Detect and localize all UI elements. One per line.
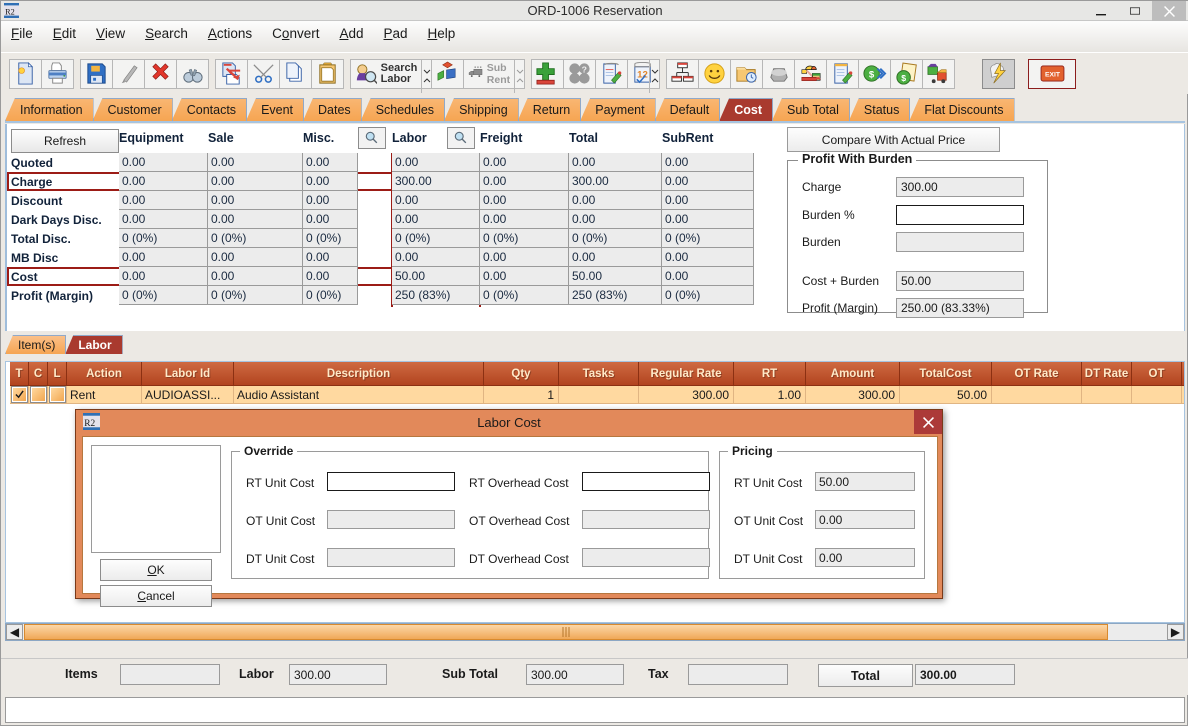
svg-text:$: $ [869,69,875,80]
svg-text:?: ? [582,65,587,75]
svg-text:EXIT: EXIT [1044,71,1060,78]
svg-text:$: $ [901,73,906,83]
